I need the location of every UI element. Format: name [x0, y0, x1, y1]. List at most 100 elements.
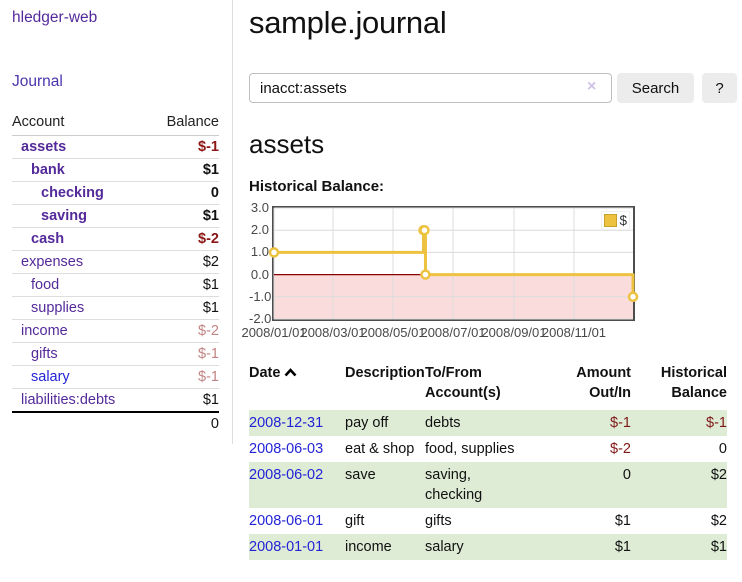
- register-table-body: 2008-12-31 pay off debts $-1 $-1 2008-06-03 ea…: [249, 410, 727, 560]
- x-axis-tick-label: 2008/01/01: [241, 325, 307, 340]
- transaction-row: 2008-06-03 eat & shop food, supplies $-2 0: [249, 436, 727, 462]
- transaction-row: 2008-06-02 save saving, checking 0 $2: [249, 462, 727, 508]
- x-axis-tick-label: 2008/07/01: [420, 325, 486, 340]
- account-row: food $1: [12, 273, 219, 297]
- transaction-accounts: food, supplies: [425, 441, 515, 457]
- transaction-accounts: salary: [425, 534, 525, 560]
- transaction-date: 2008-06-01: [249, 508, 345, 534]
- sidebar-account-link[interactable]: cash: [31, 231, 65, 247]
- search-form: × Search ?: [249, 73, 737, 103]
- transaction-amount: 0: [525, 462, 631, 508]
- transaction-balance: $-1: [631, 410, 727, 436]
- x-axis-tick-label: 2008/09/01: [481, 325, 547, 340]
- account-balance: $-2: [149, 319, 219, 343]
- transaction-accounts: debts: [425, 410, 525, 436]
- y-axis-tick-label: 3.0: [250, 200, 269, 215]
- transaction-description: pay off: [345, 410, 425, 436]
- y-axis-tick-label: 0.0: [250, 266, 269, 282]
- sidebar-account-link[interactable]: assets: [21, 139, 67, 155]
- account-heading: assets: [249, 129, 325, 159]
- transaction-accounts: saving, checking: [425, 462, 525, 508]
- account-balance: $1: [149, 158, 219, 182]
- search-button[interactable]: Search: [617, 73, 694, 103]
- accounts-total-row: 0: [12, 411, 219, 435]
- accounts-col-account: Account: [12, 111, 150, 136]
- transaction-date-link[interactable]: 2008-01-01: [249, 539, 324, 555]
- register-col-description: Description: [345, 365, 425, 381]
- account-balance: $1: [149, 296, 219, 320]
- account-row: salary $-1: [12, 365, 219, 389]
- transaction-date-link[interactable]: 2008-06-02: [249, 467, 324, 483]
- transaction-accounts: gifts: [425, 513, 452, 529]
- app-brand-link[interactable]: hledger-web: [12, 9, 98, 26]
- accounts-total-value: 0: [149, 411, 219, 435]
- transaction-date: 2008-01-01: [249, 534, 345, 560]
- transaction-date-link[interactable]: 2008-06-01: [249, 513, 324, 529]
- x-axis-tick-label: 2008/11/01: [541, 325, 607, 340]
- account-balance: $-1: [149, 342, 219, 366]
- transaction-date-link[interactable]: 2008-12-31: [249, 415, 324, 431]
- sidebar-account-link[interactable]: supplies: [31, 300, 85, 316]
- legend-series-label: $: [619, 213, 627, 228]
- transaction-balance: $2: [710, 513, 727, 529]
- historical-balance-chart: $ 3.0 2.0 1.0 0.0 -1.0 -2.0 2008/01/01 2008/03/…: [241, 200, 727, 352]
- sidebar-item-journal[interactable]: Journal: [12, 73, 63, 90]
- account-row: cash $-2: [12, 227, 219, 251]
- register-col-balance: Historical Balance: [660, 365, 727, 401]
- transaction-row: 2008-06-01 gift gifts $1 $2: [249, 508, 727, 534]
- accounts-col-balance: Balance: [149, 111, 219, 136]
- sidebar-account-link[interactable]: saving: [41, 208, 87, 224]
- transaction-row: 2008-01-01 income salary $1 $1: [249, 534, 727, 560]
- transaction-amount: $1: [614, 513, 631, 529]
- y-axis-tick-label: 1.0: [250, 244, 269, 260]
- account-row: assets $-1: [12, 136, 219, 159]
- account-row: gifts $-1: [12, 342, 219, 366]
- y-axis-tick-label: 2.0: [250, 222, 269, 238]
- register-table: Date Description To/From Account(s) Amou…: [249, 363, 727, 560]
- chart-heading: Historical Balance:: [249, 178, 385, 195]
- account-row: saving $1: [12, 204, 219, 228]
- register-header-row: Date Description To/From Account(s) Amou…: [249, 363, 727, 410]
- sidebar-account-link[interactable]: checking: [41, 185, 104, 201]
- transaction-balance: $2: [631, 462, 727, 508]
- transaction-description: gift: [345, 513, 365, 529]
- transaction-description: eat & shop: [345, 441, 415, 457]
- accounts-table-header: Account Balance: [12, 111, 219, 136]
- account-balance: $1: [149, 273, 219, 297]
- sidebar-account-link[interactable]: salary: [31, 369, 70, 385]
- sidebar: hledger-web Journal Account Balance asse…: [0, 0, 233, 444]
- account-balance: $-2: [149, 227, 219, 251]
- account-row: income $-2: [12, 319, 219, 343]
- chart-plot-area: $: [268, 206, 639, 321]
- sort-ascending-icon: [284, 363, 297, 383]
- account-row: expenses $2: [12, 250, 219, 274]
- register-col-date[interactable]: Date: [249, 363, 345, 410]
- transaction-date-link[interactable]: 2008-06-03: [249, 441, 324, 457]
- legend-series-swatch: [604, 214, 618, 227]
- help-button[interactable]: ?: [702, 73, 737, 103]
- transaction-balance: $1: [631, 534, 727, 560]
- transaction-description: income: [345, 534, 425, 560]
- page-title: sample.journal: [249, 5, 447, 40]
- sidebar-account-link[interactable]: food: [31, 277, 60, 293]
- sidebar-account-link[interactable]: income: [21, 323, 68, 339]
- transaction-amount: $1: [525, 534, 631, 560]
- account-balance: $2: [149, 250, 219, 274]
- register-col-amount: Amount Out/In: [576, 365, 631, 401]
- transaction-date: 2008-06-03: [249, 436, 345, 462]
- chart-legend: $: [601, 211, 630, 230]
- transaction-date: 2008-06-02: [249, 462, 345, 508]
- search-input[interactable]: [249, 73, 612, 103]
- chart-canvas: [268, 207, 639, 320]
- y-axis-tick-label: -2.0: [249, 311, 272, 326]
- x-axis-tick-label: 2008/03/01: [300, 325, 366, 340]
- clear-search-icon[interactable]: ×: [587, 78, 597, 95]
- account-balance: $1: [149, 388, 219, 412]
- sidebar-account-link[interactable]: expenses: [21, 254, 84, 270]
- sidebar-account-link[interactable]: liabilities:debts: [21, 392, 116, 408]
- sidebar-account-link[interactable]: bank: [31, 162, 65, 178]
- sidebar-account-link[interactable]: gifts: [31, 346, 58, 362]
- account-row: bank $1: [12, 158, 219, 182]
- register-col-accounts: To/From Account(s): [425, 365, 501, 401]
- transaction-row: 2008-12-31 pay off debts $-1 $-1: [249, 410, 727, 436]
